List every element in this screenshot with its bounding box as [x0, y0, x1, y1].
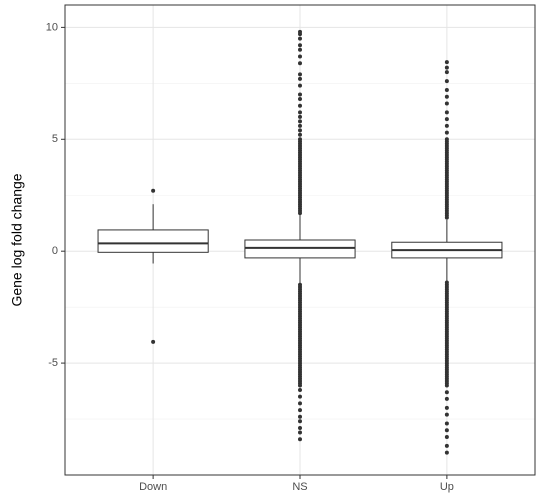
- y-tick-label: -5: [48, 357, 58, 369]
- outlier: [298, 137, 302, 142]
- outlier: [298, 430, 302, 435]
- y-tick-label: 0: [52, 245, 58, 257]
- outlier: [444, 412, 449, 417]
- outlier: [298, 401, 302, 406]
- outlier: [444, 110, 449, 115]
- outlier: [298, 103, 302, 108]
- outlier: [444, 130, 449, 135]
- outlier: [444, 123, 449, 128]
- outlier: [444, 428, 449, 433]
- outlier: [444, 101, 449, 106]
- outlier: [298, 128, 302, 133]
- outlier: [298, 92, 302, 97]
- outlier: [298, 383, 302, 388]
- outlier: [444, 94, 449, 99]
- outlier: [444, 443, 449, 448]
- outlier: [298, 419, 302, 424]
- box: [97, 229, 209, 253]
- outlier: [298, 76, 302, 81]
- box: [244, 239, 356, 259]
- outlier: [298, 394, 302, 399]
- outlier: [444, 390, 449, 395]
- x-tick-label: Down: [139, 481, 167, 493]
- outlier: [298, 36, 302, 41]
- outlier: [298, 387, 302, 392]
- x-tick-label: NS: [292, 481, 307, 493]
- outlier: [298, 123, 302, 128]
- outlier: [298, 437, 302, 442]
- outlier: [298, 61, 302, 66]
- outlier: [444, 79, 449, 84]
- outlier: [298, 119, 302, 124]
- outlier: [444, 65, 449, 70]
- outlier: [444, 450, 449, 455]
- outlier: [444, 421, 449, 426]
- outlier: [298, 29, 302, 34]
- outlier: [444, 434, 449, 439]
- outlier: [298, 110, 302, 115]
- outlier: [444, 396, 449, 401]
- outlier: [444, 117, 449, 122]
- y-axis-title: Gene log fold change: [9, 173, 25, 306]
- outlier: [151, 339, 156, 344]
- outlier: [444, 88, 449, 93]
- outlier: [298, 97, 302, 101]
- outlier: [444, 60, 449, 65]
- outlier: [444, 383, 449, 388]
- outlier: [298, 43, 302, 48]
- y-tick-label: 10: [46, 21, 58, 33]
- outlier: [298, 83, 302, 88]
- outlier: [298, 72, 302, 77]
- y-tick-label: 5: [52, 133, 58, 145]
- outlier: [298, 114, 302, 119]
- outlier: [298, 426, 302, 430]
- panel-border: [64, 4, 536, 476]
- outlier: [444, 70, 449, 75]
- outlier: [298, 414, 302, 419]
- outlier: [298, 132, 302, 137]
- outlier: [444, 137, 449, 142]
- outlier: [444, 405, 449, 410]
- outlier: [298, 54, 302, 59]
- x-tick-label: Up: [440, 481, 454, 493]
- outlier: [151, 188, 156, 193]
- outlier: [298, 408, 302, 413]
- outlier: [298, 47, 302, 52]
